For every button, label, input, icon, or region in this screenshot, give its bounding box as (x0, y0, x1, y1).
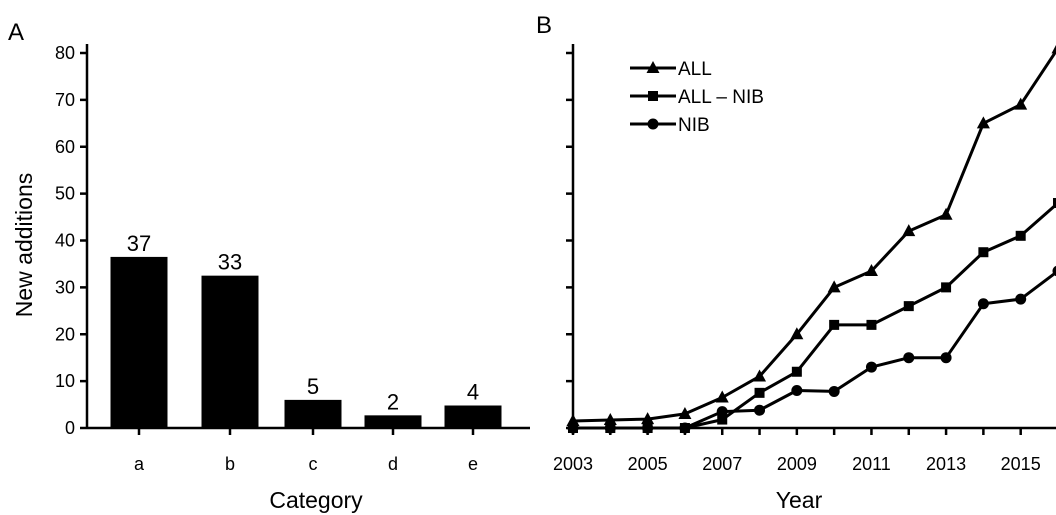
panel-b-point (902, 224, 916, 237)
panel-b-legend-label: ALL – NIB (678, 87, 764, 108)
panel-a-y-axis-title: New additions (11, 173, 37, 317)
panel-b-point (641, 412, 655, 425)
panel-b-point (567, 422, 579, 434)
panel-a-data-label: 4 (467, 380, 479, 405)
panel-b-point (866, 319, 877, 330)
panel-b-legend-marker (648, 91, 658, 101)
panel-b-x-tick-label: 2005 (628, 454, 668, 474)
panel-b-point (754, 404, 766, 416)
panel-b-point (678, 406, 692, 419)
panel-b-point (939, 207, 953, 220)
panel-a-x-tick-label: b (225, 454, 235, 474)
panel-b-series (566, 45, 1056, 434)
panel-b-point (828, 385, 840, 397)
panel-b-point (717, 414, 728, 425)
panel-b-point (1052, 265, 1056, 277)
panel-b-point (790, 327, 804, 340)
panel-a-y-tick-label: 70 (55, 90, 75, 110)
panel-b-point (679, 422, 691, 434)
panel-b-point (1053, 198, 1056, 208)
panel-a-x-tick-label: c (309, 454, 318, 474)
panel-a-y-tick-label: 80 (55, 43, 75, 63)
panel-b-x-tick-label: 2015 (1001, 454, 1041, 474)
panel-a-x-tick-label: d (388, 454, 398, 474)
panel-b-point (716, 406, 728, 418)
panel-b-series-line (572, 48, 1056, 423)
panel-b-series-circle (567, 265, 1056, 434)
panel-b-legend-marker (646, 61, 660, 73)
panel-b-x-tick-label: 2007 (702, 454, 742, 474)
panel-b-series-line (573, 202, 1056, 430)
panel-a-bar (364, 415, 422, 428)
panel-b-x-tick-label: 2013 (926, 454, 966, 474)
panel-b-point (715, 390, 729, 403)
panel-a-y-tick-label: 60 (55, 137, 75, 157)
panel-a-bar (201, 275, 259, 428)
panel-a-data-label: 2 (387, 389, 399, 414)
panel-b-point (791, 385, 803, 396)
panel-a-x-tick-label: a (134, 454, 145, 474)
panel-b-point (642, 422, 654, 434)
panel-b-point (827, 280, 841, 293)
panel-b-point (978, 247, 989, 258)
panel-a-bars: 37 33 5 2 4 (110, 231, 502, 428)
panel-a-x-tick-label: e (468, 454, 478, 474)
panel-b-line-chart: B Year 2003 2005 2007 2009 2011 2013 2015 ALLA… (536, 12, 1056, 513)
panel-b-point (603, 413, 617, 426)
panel-b-point (903, 352, 915, 364)
panel-b-point (566, 413, 580, 426)
panel-b-point (903, 301, 914, 312)
panel-b-legend-label: ALL (678, 59, 712, 80)
panel-b-point (1014, 97, 1028, 110)
panel-a-bar (110, 256, 168, 428)
panel-b-point (791, 366, 802, 377)
panel-b-point (940, 352, 952, 364)
panel-b-point (1015, 230, 1026, 241)
panel-b-legend-marker (647, 118, 659, 130)
panel-b-series-line (573, 270, 1056, 430)
panel-b-point (865, 361, 877, 373)
panel-a-y-tick-label: 40 (55, 231, 75, 251)
panel-b-legend-label: NIB (678, 115, 710, 136)
panel-b-point (976, 116, 990, 129)
panel-b-point (977, 298, 989, 310)
panel-b-point (754, 387, 765, 398)
panel-a-bar (284, 399, 342, 428)
panel-b-point (1051, 45, 1056, 54)
panel-a-data-label: 37 (127, 231, 151, 256)
panel-a-y-tick-label: 30 (55, 277, 75, 297)
panel-a-bar (444, 405, 502, 428)
panel-b-axes: 2003 2005 2007 2009 2011 2013 2015 (553, 44, 1056, 474)
panel-a-y-tick-label: 0 (65, 418, 75, 438)
panel-b-point (753, 369, 767, 382)
panel-b-x-axis-title: Year (776, 487, 823, 513)
panel-b-x-tick-label: 2009 (777, 454, 817, 474)
panel-a-y-tick-label: 20 (55, 324, 75, 344)
panel-a-label: A (8, 19, 24, 46)
panel-b-x-tick-label: 2011 (852, 454, 891, 474)
panel-b-series-triangle (566, 45, 1056, 426)
panel-a-data-label: 33 (218, 250, 242, 275)
panel-a-bar-chart: A New additions Category 0 10 20 30 40 50 60 70… (8, 19, 530, 513)
panel-b-legend: ALL ALL – NIB NIB (630, 59, 764, 136)
panel-a-x-axis-title: Category (269, 487, 363, 513)
panel-b-point (829, 319, 840, 330)
panel-b-point (604, 422, 616, 434)
panel-b-point (1015, 293, 1027, 305)
panel-a-y-tick-label: 50 (55, 184, 75, 204)
panel-a-axes: 0 10 20 30 40 50 60 70 80 a b c d e (55, 43, 530, 474)
panel-b-point (864, 263, 878, 276)
panel-a-data-label: 5 (307, 374, 319, 399)
panel-b-label: B (536, 12, 552, 39)
panel-b-x-tick-label: 2003 (553, 454, 593, 474)
panel-b-point (941, 282, 952, 293)
panel-a-y-tick-label: 10 (55, 371, 75, 391)
